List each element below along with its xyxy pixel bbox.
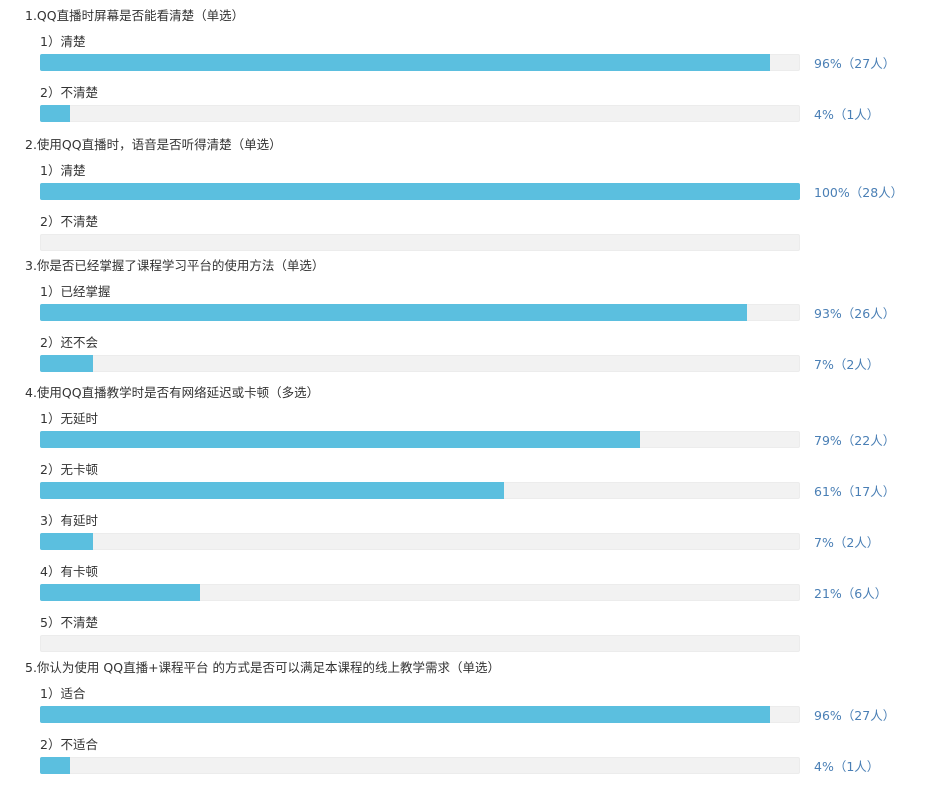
bar-fill [40,54,770,71]
question-title: 5.你认为使用 QQ直播+课程平台 的方式是否可以满足本课程的线上教学需求（单选… [25,660,501,675]
option-label: 2）无卡顿 [40,462,98,477]
bar-fill [40,105,70,122]
option-label: 3）有延时 [40,513,98,528]
option-label: 2）不清楚 [40,214,98,229]
bar-value-label: 61%（17人） [814,484,896,499]
bar-track [40,54,800,71]
option-label: 2）还不会 [40,335,98,350]
bar-track [40,431,800,448]
option-label: 1）清楚 [40,34,86,49]
bar-fill [40,584,200,601]
bar-value-label: 21%（6人） [814,586,888,601]
question-title: 2.使用QQ直播时，语音是否听得清楚（单选） [25,137,282,152]
bar-track [40,635,800,652]
option-label: 1）适合 [40,686,86,701]
bar-track [40,706,800,723]
bar-track [40,234,800,251]
bar-track [40,183,800,200]
bar-track [40,584,800,601]
option-label: 1）已经掌握 [40,284,111,299]
bar-track [40,533,800,550]
bar-value-label: 79%（22人） [814,433,896,448]
bar-value-label: 96%（27人） [814,708,896,723]
question-title: 1.QQ直播时屏幕是否能看清楚（单选） [25,8,245,23]
bar-track [40,757,800,774]
question-title: 4.使用QQ直播教学时是否有网络延迟或卡顿（多选） [25,385,320,400]
bar-fill [40,757,70,774]
option-label: 4）有卡顿 [40,564,98,579]
bar-value-label: 4%（1人） [814,107,880,122]
bar-fill [40,533,93,550]
bar-value-label: 7%（2人） [814,357,880,372]
option-label: 5）不清楚 [40,615,98,630]
bar-fill [40,431,640,448]
option-label: 1）清楚 [40,163,86,178]
bar-value-label: 7%（2人） [814,535,880,550]
bar-fill [40,482,504,499]
option-label: 2）不适合 [40,737,98,752]
bar-fill [40,183,800,200]
bar-fill [40,706,770,723]
bar-fill [40,355,93,372]
bar-value-label: 96%（27人） [814,56,896,71]
bar-fill [40,304,747,321]
bar-value-label: 93%（26人） [814,306,896,321]
bar-track [40,482,800,499]
question-title: 3.你是否已经掌握了课程学习平台的使用方法（单选） [25,258,325,273]
bar-value-label: 4%（1人） [814,759,880,774]
bar-value-label: 100%（28人） [814,185,904,200]
bar-track [40,355,800,372]
bar-track [40,304,800,321]
option-label: 1）无延时 [40,411,98,426]
bar-track [40,105,800,122]
option-label: 2）不清楚 [40,85,98,100]
